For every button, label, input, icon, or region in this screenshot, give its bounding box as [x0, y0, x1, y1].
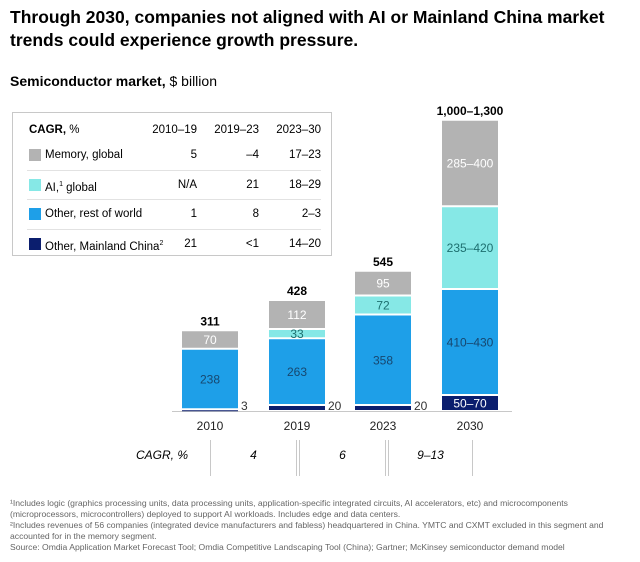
- bar-segment: [182, 410, 238, 412]
- data-label: 285–400: [447, 157, 494, 171]
- legend-value: 8: [252, 208, 259, 220]
- legend-label: AI,1 global: [45, 181, 97, 194]
- chart-title: Through 2030, companies not aligned with…: [10, 7, 605, 50]
- legend-value: 21: [184, 238, 197, 250]
- legend-label: Memory, global: [45, 149, 123, 161]
- data-label: 3: [241, 399, 248, 413]
- total-label: 1,000–1,300: [437, 104, 504, 118]
- cagr-box: 9–13: [388, 440, 473, 476]
- bar-segment: [355, 271, 411, 295]
- legend-header-label: CAGR, %: [29, 124, 80, 136]
- subtitle-unit: $ billion: [165, 73, 217, 89]
- legend-swatch: [29, 149, 41, 161]
- bar-segment: [355, 315, 411, 404]
- legend-col: 2010–19: [152, 124, 197, 136]
- data-label: 72: [376, 299, 390, 313]
- legend-value: 2–3: [301, 208, 321, 220]
- legend-value: –4: [246, 149, 259, 161]
- bar-segment: [442, 207, 498, 288]
- x-tick-label: 2019: [284, 419, 311, 433]
- bar-segment: [442, 120, 498, 206]
- legend-label: Other, Mainland China2: [45, 240, 164, 253]
- data-label: 33: [290, 327, 304, 341]
- total-label: 545: [373, 255, 393, 269]
- source-note: Source: Omdia Application Market Forecas…: [10, 542, 565, 552]
- legend-value: N/A: [177, 179, 197, 191]
- data-label: 235–420: [447, 241, 494, 255]
- bar-segment: [442, 290, 498, 394]
- x-tick-label: 2023: [370, 419, 397, 433]
- bar-segment: [355, 406, 411, 410]
- data-label: 358: [373, 353, 393, 367]
- data-label: 112: [287, 308, 306, 322]
- legend-row: Other, Mainland China2 21 <1 14–20: [25, 232, 321, 256]
- legend-swatch: [29, 238, 41, 250]
- chart-subtitle: Semiconductor market, $ billion: [10, 73, 217, 89]
- subtitle-bold: Semiconductor market,: [10, 73, 166, 89]
- cagr-row-label: CAGR, %: [136, 448, 189, 462]
- legend-label: Other, rest of world: [45, 208, 143, 220]
- total-label: 311: [200, 314, 220, 328]
- legend-row: Other, rest of world 1 8 2–3: [25, 202, 321, 226]
- bar-segment: [442, 396, 498, 410]
- data-label: 20: [414, 399, 428, 413]
- cagr-box: 4: [210, 440, 297, 476]
- legend-table: CAGR, % 2010–19 2019–23 2023–30 Memory, …: [12, 112, 332, 256]
- legend-value: 21: [246, 179, 259, 191]
- bar-segment: [182, 349, 238, 409]
- legend-value: 14–20: [289, 238, 321, 250]
- bar-segment: [355, 296, 411, 314]
- legend-swatch: [29, 179, 41, 191]
- footnote-1: ¹Includes logic (graphics processing uni…: [10, 498, 568, 519]
- bar-chart: 3 238 70 311 2010 20 263 33 112 428 2019 20 358 72 95 5…: [172, 104, 512, 433]
- data-label: 20: [328, 399, 342, 413]
- x-tick-label: 2030: [457, 419, 484, 433]
- legend-value: 1: [190, 208, 197, 220]
- data-label: 410–430: [447, 336, 494, 350]
- total-label: 428: [287, 284, 307, 298]
- footnotes: ¹Includes logic (graphics processing uni…: [10, 498, 635, 553]
- data-label: 238: [200, 373, 220, 387]
- footnote-2: ²Includes revenues of 56 companies (inte…: [10, 520, 604, 541]
- legend-col: 2023–30: [276, 124, 321, 136]
- legend-divider: [27, 229, 321, 230]
- data-label: 50–70: [453, 397, 487, 411]
- data-label: 70: [203, 333, 217, 347]
- bar-segment: [269, 330, 325, 338]
- data-label: 263: [287, 365, 307, 379]
- data-label: 95: [376, 277, 390, 291]
- legend-divider: [27, 170, 321, 171]
- legend-divider: [27, 199, 321, 200]
- legend-value: 17–23: [289, 149, 321, 161]
- legend-swatch: [29, 208, 41, 220]
- legend-row: Memory, global 5 –4 17–23: [25, 143, 321, 167]
- legend-header: CAGR, % 2010–19 2019–23 2023–30: [25, 118, 321, 142]
- legend-value: 5: [190, 149, 197, 161]
- cagr-box: 6: [299, 440, 386, 476]
- bar-segment: [182, 331, 238, 348]
- x-tick-label: 2010: [197, 419, 224, 433]
- bar-segment: [269, 406, 325, 410]
- legend-col: 2019–23: [214, 124, 259, 136]
- bar-segment: [269, 301, 325, 328]
- bar-segment: [269, 339, 325, 404]
- legend-value: 18–29: [289, 179, 321, 191]
- legend-value: <1: [245, 238, 259, 250]
- legend-row: AI,1 global N/A 21 18–29: [25, 173, 321, 197]
